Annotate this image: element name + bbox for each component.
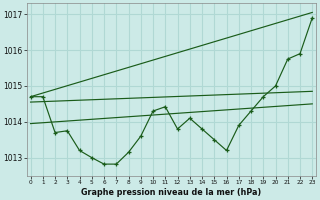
X-axis label: Graphe pression niveau de la mer (hPa): Graphe pression niveau de la mer (hPa) bbox=[81, 188, 261, 197]
